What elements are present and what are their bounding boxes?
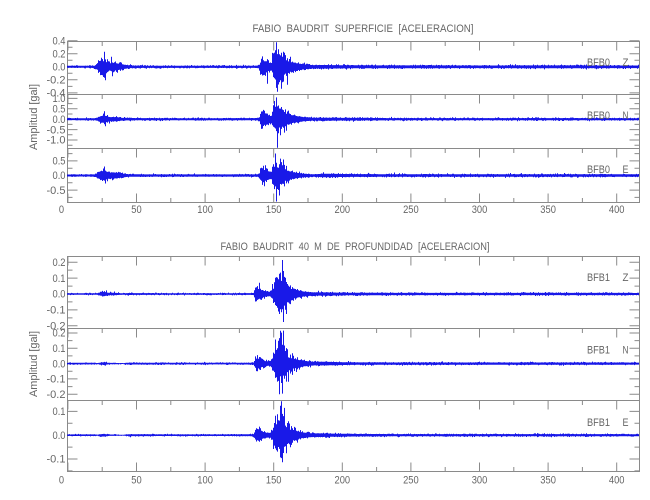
svg-text:0.1: 0.1 [53,406,66,418]
svg-text:-0.2: -0.2 [47,75,66,87]
svg-text:0: 0 [59,204,64,216]
svg-text:200: 200 [335,204,351,216]
svg-text:N: N [623,110,629,122]
svg-text:0.0: 0.0 [53,114,66,126]
svg-text:0.0: 0.0 [53,358,66,370]
svg-text:BFB1: BFB1 [587,272,610,284]
svg-text:0.2: 0.2 [53,257,66,269]
svg-text:400: 400 [609,204,625,216]
svg-text:E: E [623,164,629,176]
svg-text:-0.1: -0.1 [47,454,66,466]
svg-text:Z: Z [623,272,629,284]
svg-text:0.1: 0.1 [53,273,66,285]
svg-text:0.0: 0.0 [53,289,66,301]
svg-text:-1.0: -1.0 [47,135,66,147]
svg-text:150: 150 [266,474,282,486]
svg-text:50: 50 [131,474,141,486]
svg-text:1.0: 1.0 [53,93,66,105]
svg-text:-0.5: -0.5 [47,185,66,197]
svg-text:-0.1: -0.1 [47,374,66,386]
svg-text:-0.2: -0.2 [47,321,66,333]
svg-text:250: 250 [403,474,419,486]
svg-text:BFB0: BFB0 [587,164,610,176]
svg-text:0.0: 0.0 [53,170,66,182]
svg-text:250: 250 [403,204,419,216]
svg-text:0.2: 0.2 [53,48,66,60]
svg-text:200: 200 [335,474,351,486]
svg-text:0.4: 0.4 [53,35,66,47]
svg-text:FABIO BAUDRIT 40 M DE PRO: FABIO BAUDRIT 40 M DE PROFUNDIDAD [ACELE… [221,241,490,253]
svg-text:300: 300 [472,474,488,486]
svg-text:BFB1: BFB1 [587,344,610,356]
svg-text:Z: Z [623,57,629,69]
svg-text:300: 300 [472,204,488,216]
svg-text:Amplitud [gal]: Amplitud [gal] [28,331,40,397]
svg-text:N: N [623,344,629,356]
svg-text:100: 100 [197,474,213,486]
svg-text:400: 400 [609,474,625,486]
svg-text:0.0: 0.0 [53,430,66,442]
svg-text:0.0: 0.0 [53,62,66,74]
svg-text:BFB0: BFB0 [587,57,610,69]
svg-text:0: 0 [59,474,64,486]
svg-text:100: 100 [197,204,213,216]
svg-text:0.5: 0.5 [53,156,66,168]
svg-text:350: 350 [540,204,556,216]
svg-text:FABIO BAUDRIT SUPERFICIE [A: FABIO BAUDRIT SUPERFICIE [ACELERACION] [253,23,474,35]
svg-text:0.2: 0.2 [53,328,66,340]
svg-text:150: 150 [266,204,282,216]
svg-text:350: 350 [540,474,556,486]
svg-text:0.5: 0.5 [53,104,66,116]
svg-text:0.1: 0.1 [53,343,66,355]
svg-text:-0.4: -0.4 [47,88,66,100]
svg-text:E: E [623,417,629,429]
svg-text:Amplitud [gal]: Amplitud [gal] [28,84,40,150]
svg-text:-0.5: -0.5 [47,124,66,136]
svg-text:BFB0: BFB0 [587,110,610,122]
svg-text:-0.1: -0.1 [47,305,66,317]
svg-text:-0.2: -0.2 [47,389,66,401]
svg-text:50: 50 [131,204,141,216]
svg-text:BFB1: BFB1 [587,417,610,429]
